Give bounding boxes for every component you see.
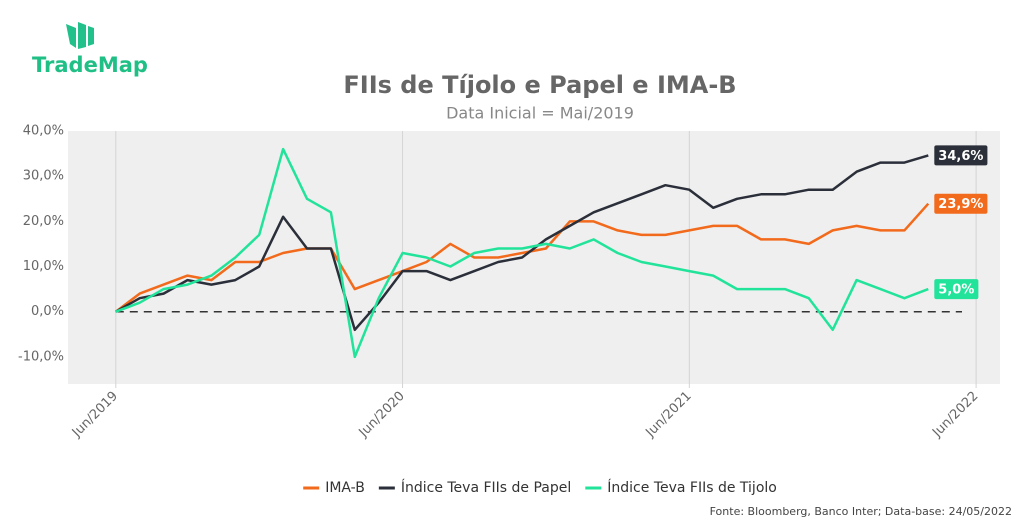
end-label-text: 23,9% [938, 197, 983, 212]
y-tick-label: 10,0% [23, 259, 64, 274]
end-label: 34,6% [934, 145, 988, 166]
logo-icon [66, 22, 94, 49]
x-tick-label: Jun/2021 [642, 389, 694, 441]
end-label-text: 5,0% [938, 283, 974, 298]
source-note: Fonte: Bloomberg, Banco Inter; Data-base… [710, 505, 1012, 518]
end-label-box [934, 193, 988, 214]
x-tick-label: Jun/2022 [929, 389, 981, 441]
end-label: 23,9% [934, 193, 988, 214]
end-label-box [934, 279, 979, 300]
series-line [115, 147, 929, 359]
x-tick-label: Jun/2019 [69, 389, 121, 441]
series-line [115, 202, 930, 313]
chart-title: FIIs de Tíjolo e Papel e IMA-B [343, 71, 736, 99]
legend-label: Índice Teva FIIs de Papel [401, 479, 571, 496]
y-tick-label: 20,0% [23, 214, 64, 229]
legend-label: IMA-B [325, 480, 365, 496]
y-tick-label: 0,0% [31, 304, 64, 319]
end-label-text: 34,6% [938, 149, 983, 164]
chart-subtitle: Data Inicial = Mai/2019 [446, 104, 634, 123]
y-tick-label: -10,0% [18, 349, 64, 364]
y-tick-label: 40,0% [23, 124, 64, 139]
legend-label: Índice Teva FIIs de Tijolo [607, 479, 777, 496]
legend: IMA-B Índice Teva FIIs de Papel Índice Tev… [303, 479, 777, 496]
plot-area [68, 131, 1000, 384]
logo: TradeMap [32, 22, 148, 77]
brand: TradeMap [32, 53, 148, 77]
end-label: 5,0% [934, 279, 979, 300]
series-line [115, 154, 929, 332]
x-tick-label: Jun/2020 [356, 389, 408, 441]
end-label-box [934, 145, 988, 166]
y-tick-label: 30,0% [23, 169, 64, 184]
